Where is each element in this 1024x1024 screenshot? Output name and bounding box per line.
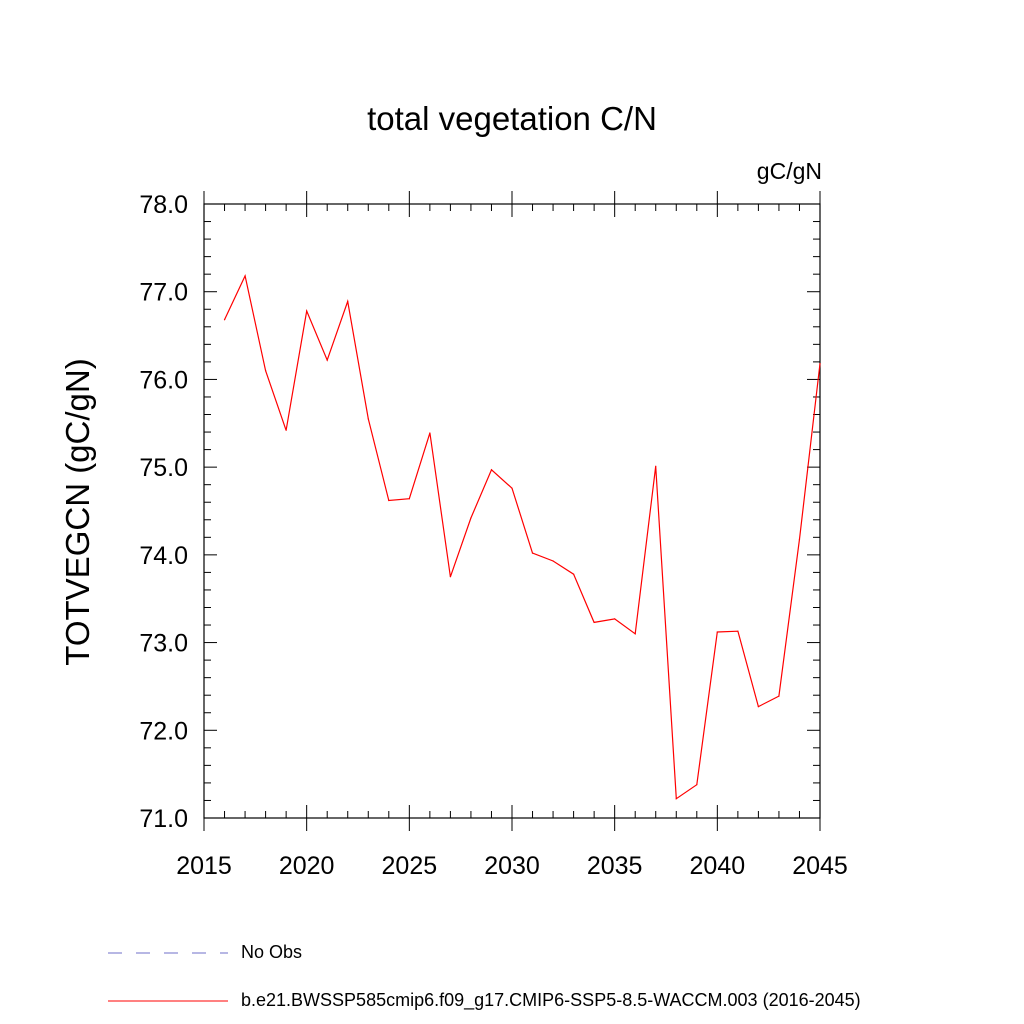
x-tick-label: 2045 <box>792 852 848 880</box>
x-axis: 2015 2020 2025 2030 2035 2040 2045 <box>176 191 848 880</box>
data-point <box>223 319 226 321</box>
data-point <box>285 429 287 431</box>
x-tick-label: 2020 <box>279 852 335 880</box>
y-tick-label: 72.0 <box>139 717 188 745</box>
data-point <box>367 418 369 420</box>
data-point <box>511 487 513 489</box>
data-point <box>819 363 821 365</box>
data-point <box>306 310 308 312</box>
data-point <box>757 706 760 708</box>
data-point <box>470 517 472 519</box>
data-point <box>593 621 595 623</box>
data-point <box>326 359 328 361</box>
y-tick-label: 71.0 <box>139 805 188 833</box>
y-tick-label: 78.0 <box>139 191 188 219</box>
data-point <box>716 631 718 633</box>
plot-frame <box>203 203 821 819</box>
data-point <box>347 300 349 302</box>
series-layer <box>223 274 821 800</box>
x-tick-label: 2015 <box>176 852 232 880</box>
chart-title: total vegetation C/N <box>367 100 657 137</box>
legend <box>108 952 228 1002</box>
legend-label-model: b.e21.BWSSP585cmip6.f09_g17.CMIP6-SSP5-8… <box>241 990 861 1010</box>
y-tick-label: 73.0 <box>139 630 188 658</box>
data-point <box>737 630 739 632</box>
data-point <box>778 695 780 697</box>
data-point <box>634 633 636 635</box>
data-point <box>614 618 616 620</box>
data-point <box>798 538 801 540</box>
data-point <box>655 465 657 467</box>
data-point <box>449 576 451 578</box>
data-point <box>696 784 698 786</box>
y-tick-label: 76.0 <box>139 366 188 394</box>
x-tick-label: 2035 <box>587 852 643 880</box>
data-point <box>552 560 554 562</box>
units-label: gC/gN <box>756 158 822 184</box>
series-line-0 <box>223 274 821 800</box>
data-point <box>265 370 267 372</box>
data-point <box>429 432 431 434</box>
data-point <box>573 573 575 575</box>
data-point <box>244 275 246 277</box>
y-tick-label: 74.0 <box>139 542 188 570</box>
data-point <box>388 499 390 502</box>
data-point <box>531 552 534 554</box>
legend-label-no-obs: No Obs <box>241 942 303 962</box>
x-tick-label: 2030 <box>484 852 540 880</box>
y-axis: 71.0 72.0 73.0 74.0 75.0 76.0 77.0 78.0 <box>139 191 820 833</box>
data-point <box>408 498 410 500</box>
data-point <box>675 798 677 800</box>
x-tick-label: 2025 <box>382 852 438 880</box>
y-tick-label: 77.0 <box>139 279 188 307</box>
y-tick-label: 75.0 <box>139 454 188 482</box>
x-tick-label: 2040 <box>690 852 746 880</box>
data-point <box>490 469 493 471</box>
